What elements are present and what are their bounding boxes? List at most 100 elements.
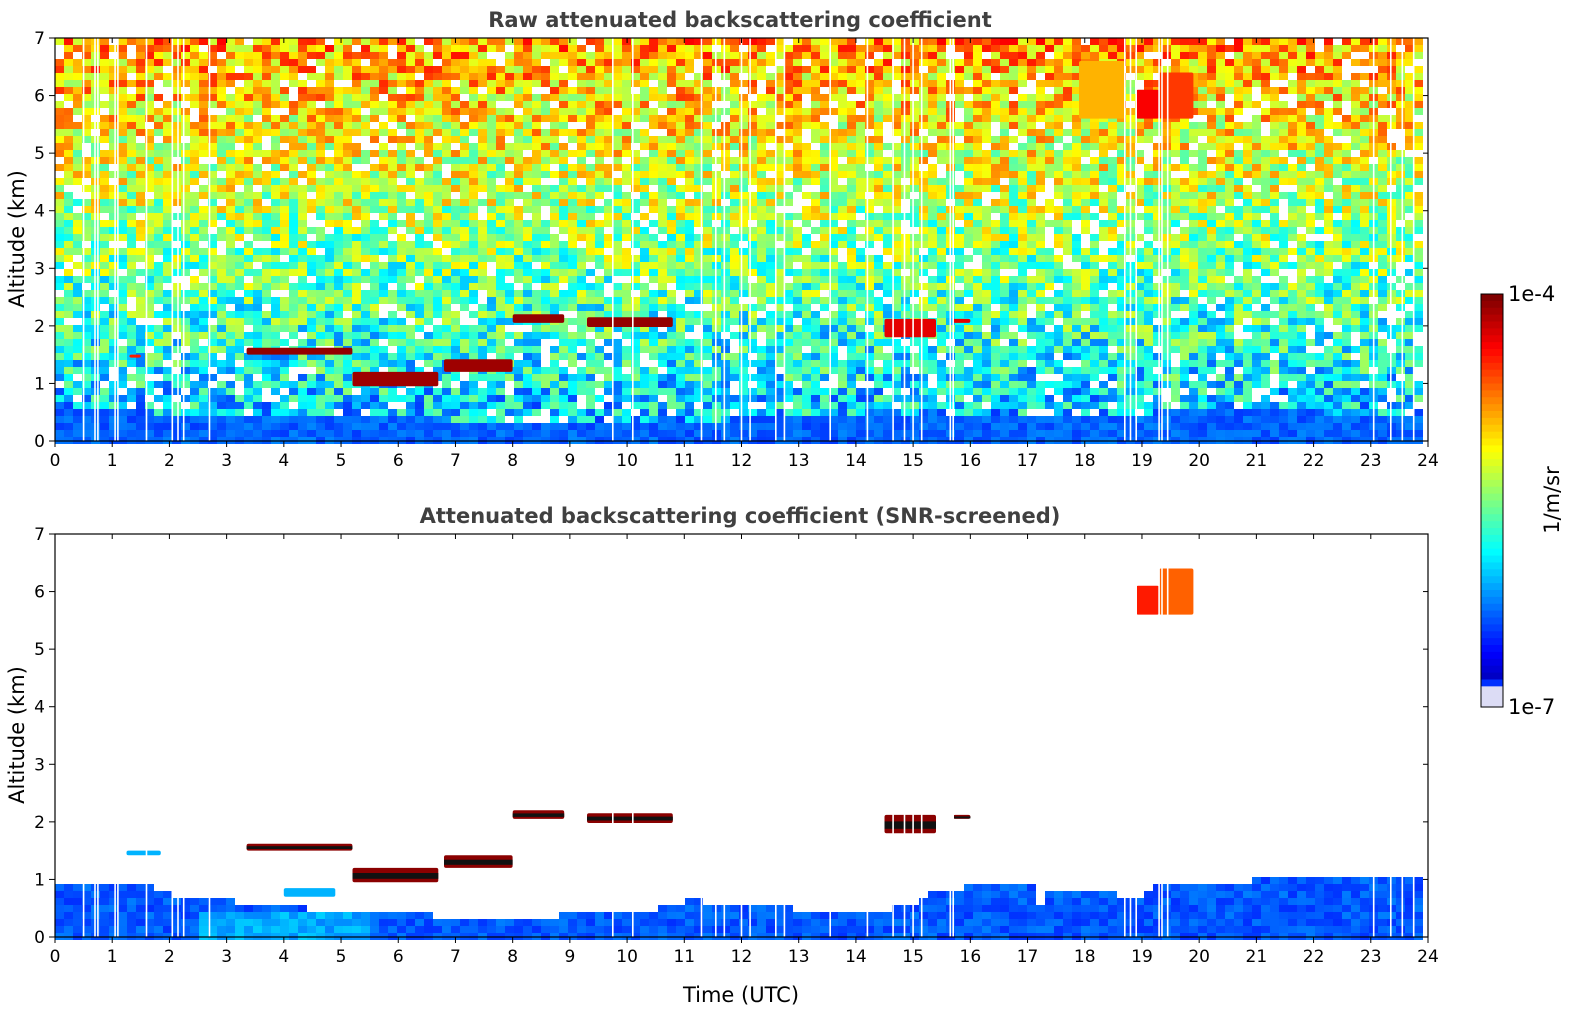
heatmap-cell bbox=[667, 94, 676, 101]
heatmap-cell bbox=[469, 332, 478, 339]
heatmap-cell bbox=[766, 276, 775, 283]
heatmap-cell bbox=[253, 59, 262, 66]
heatmap-cell bbox=[595, 255, 604, 262]
heatmap-cell bbox=[109, 269, 118, 276]
heatmap-cell bbox=[460, 73, 469, 80]
heatmap-cell bbox=[415, 59, 424, 66]
heatmap-cell bbox=[541, 108, 550, 115]
heatmap-cell bbox=[235, 164, 244, 171]
heatmap-cell bbox=[586, 283, 595, 290]
heatmap-cell bbox=[469, 143, 478, 150]
heatmap-cell bbox=[181, 241, 190, 248]
heatmap-cell bbox=[343, 101, 352, 108]
heatmap-cell bbox=[172, 360, 181, 367]
heatmap-cell bbox=[154, 199, 163, 206]
heatmap-cell bbox=[676, 87, 685, 94]
heatmap-cell bbox=[442, 108, 451, 115]
heatmap-cell bbox=[532, 276, 541, 283]
heatmap-cell bbox=[541, 276, 550, 283]
heatmap-cell bbox=[127, 409, 136, 416]
heatmap-cell bbox=[118, 38, 127, 45]
heatmap-cell bbox=[64, 115, 73, 122]
heatmap-cell bbox=[415, 52, 424, 59]
heatmap-cell bbox=[478, 157, 487, 164]
heatmap-cell bbox=[127, 206, 136, 213]
heatmap-cell bbox=[487, 332, 496, 339]
heatmap-cell bbox=[532, 45, 541, 52]
heatmap-cell bbox=[775, 136, 784, 143]
heatmap-cell bbox=[244, 269, 253, 276]
heatmap-cell bbox=[505, 122, 514, 129]
heatmap-cell bbox=[829, 164, 838, 171]
heatmap-cell bbox=[721, 248, 730, 255]
heatmap-cell bbox=[325, 241, 334, 248]
heatmap-cell bbox=[586, 381, 595, 388]
heatmap-cell bbox=[505, 304, 514, 311]
heatmap-cell bbox=[910, 381, 919, 388]
heatmap-cell bbox=[82, 416, 91, 423]
heatmap-cell bbox=[784, 199, 793, 206]
heatmap-cell bbox=[55, 136, 64, 143]
heatmap-cell bbox=[793, 388, 802, 395]
heatmap-cell bbox=[154, 213, 163, 220]
heatmap-cell bbox=[280, 360, 289, 367]
heatmap-cell bbox=[442, 178, 451, 185]
heatmap-cell bbox=[136, 290, 145, 297]
heatmap-cell bbox=[856, 122, 865, 129]
heatmap-cell bbox=[811, 332, 820, 339]
heatmap-cell bbox=[478, 409, 487, 416]
heatmap-cell bbox=[235, 227, 244, 234]
heatmap-cell bbox=[235, 353, 244, 360]
heatmap-cell bbox=[523, 206, 532, 213]
heatmap-cell bbox=[685, 206, 694, 213]
heatmap-cell bbox=[676, 430, 685, 437]
heatmap-cell bbox=[766, 206, 775, 213]
heatmap-cell bbox=[253, 290, 262, 297]
heatmap-cell bbox=[838, 416, 847, 423]
heatmap-cell bbox=[145, 283, 154, 290]
heatmap-cell bbox=[415, 87, 424, 94]
heatmap-cell bbox=[235, 346, 244, 353]
heatmap-cell bbox=[64, 332, 73, 339]
heatmap-cell bbox=[703, 178, 712, 185]
heatmap-cell bbox=[460, 108, 469, 115]
heatmap-cell bbox=[415, 94, 424, 101]
heatmap-cell bbox=[109, 45, 118, 52]
heatmap-cell bbox=[604, 38, 613, 45]
heatmap-cell bbox=[487, 374, 496, 381]
heatmap-cell bbox=[307, 115, 316, 122]
heatmap-cell bbox=[559, 290, 568, 297]
heatmap-cell bbox=[451, 234, 460, 241]
heatmap-cell bbox=[172, 325, 181, 332]
heatmap-cell bbox=[901, 262, 910, 269]
heatmap-cell bbox=[469, 416, 478, 423]
heatmap-cell bbox=[874, 381, 883, 388]
heatmap-cell bbox=[361, 311, 370, 318]
heatmap-cell bbox=[406, 108, 415, 115]
heatmap-cell bbox=[550, 157, 559, 164]
heatmap-cell bbox=[748, 374, 757, 381]
heatmap-cell bbox=[127, 94, 136, 101]
heatmap-cell bbox=[874, 430, 883, 437]
heatmap-cell bbox=[208, 101, 217, 108]
heatmap-cell bbox=[577, 367, 586, 374]
heatmap-cell bbox=[496, 339, 505, 346]
heatmap-cell bbox=[235, 318, 244, 325]
heatmap-cell bbox=[622, 269, 631, 276]
heatmap-cell bbox=[730, 283, 739, 290]
heatmap-cell bbox=[271, 136, 280, 143]
heatmap-cell bbox=[325, 171, 334, 178]
heatmap-cell bbox=[586, 409, 595, 416]
heatmap-cell bbox=[649, 290, 658, 297]
heatmap-cell bbox=[550, 52, 559, 59]
heatmap-cell bbox=[172, 122, 181, 129]
heatmap-cell bbox=[667, 269, 676, 276]
heatmap-cell bbox=[766, 283, 775, 290]
heatmap-cell bbox=[793, 115, 802, 122]
heatmap-cell bbox=[136, 409, 145, 416]
heatmap-cell bbox=[127, 360, 136, 367]
heatmap-cell bbox=[514, 262, 523, 269]
heatmap-cell bbox=[316, 157, 325, 164]
heatmap-cell bbox=[379, 52, 388, 59]
heatmap-cell bbox=[658, 241, 667, 248]
